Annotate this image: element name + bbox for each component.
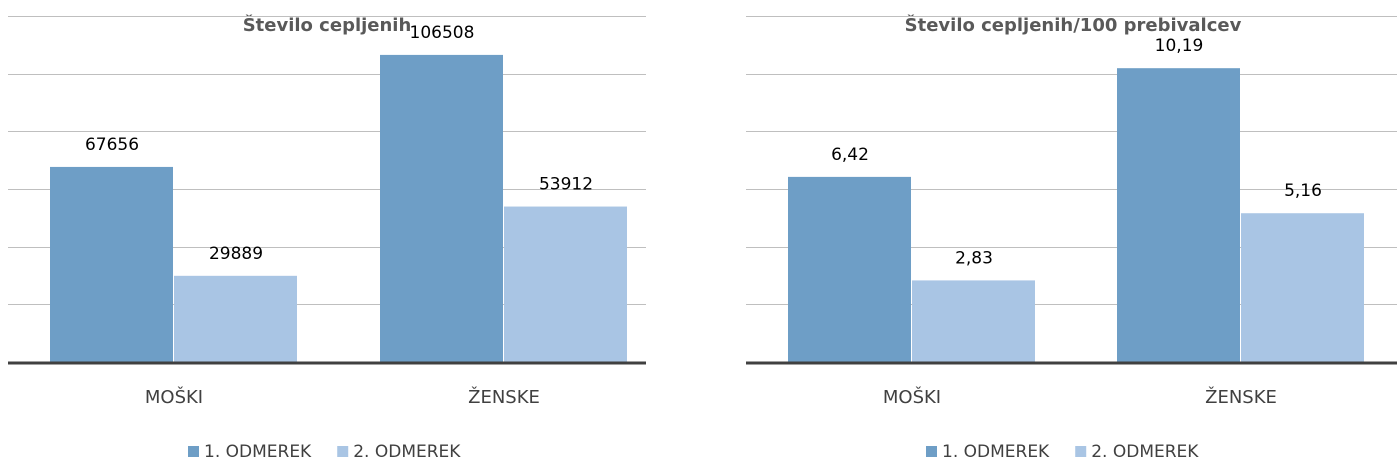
plot-area: 67656 106508 29889 53912 MOŠKI ŽENSKE 1. ODMER…	[8, 17, 646, 463]
chart-title: Število cepljenih/100 prebivalcev	[905, 14, 1242, 36]
category-label: MOŠKI	[883, 386, 941, 408]
data-label: 53912	[539, 175, 593, 195]
bar-1-1	[50, 167, 173, 362]
data-label: 2,83	[955, 248, 993, 268]
legend-swatch	[926, 446, 937, 457]
data-label: 29889	[209, 244, 263, 264]
legend-swatch	[1075, 446, 1086, 457]
bar-1-2	[1117, 68, 1240, 362]
legend-swatch	[337, 446, 348, 457]
data-label: 67656	[85, 135, 139, 155]
legend-label: 1. ODMEREK	[942, 442, 1050, 462]
bar-1-2	[380, 55, 503, 362]
bar-1-1	[788, 177, 911, 362]
category-label: MOŠKI	[145, 386, 203, 408]
bar-2-2	[1241, 213, 1364, 362]
chart-vaccinated-per-100: Število cepljenih/100 prebivalcev 6,42 10…	[746, 14, 1397, 462]
data-label: 5,16	[1284, 181, 1322, 201]
bar-2-2	[504, 207, 627, 362]
plot-area: 6,42 10,19 2,83 5,16 MOŠKI ŽENSKE 1. ODMEREK 2.…	[746, 17, 1397, 463]
data-label: 6,42	[831, 145, 869, 165]
chart-vaccinated-count: Število cepljenih 67656 106508 29889 53912 M…	[8, 14, 646, 462]
legend-swatch	[188, 446, 199, 457]
legend-label: 2. ODMEREK	[1091, 442, 1199, 462]
data-label: 10,19	[1155, 36, 1204, 56]
bar-2-1	[912, 280, 1035, 362]
category-label: ŽENSKE	[468, 386, 540, 408]
data-label: 106508	[410, 23, 475, 43]
chart-title: Število cepljenih	[243, 14, 412, 36]
bar-2-1	[174, 276, 297, 362]
legend-label: 2. ODMEREK	[353, 442, 461, 462]
category-label: ŽENSKE	[1205, 386, 1277, 408]
legend-label: 1. ODMEREK	[204, 442, 312, 462]
